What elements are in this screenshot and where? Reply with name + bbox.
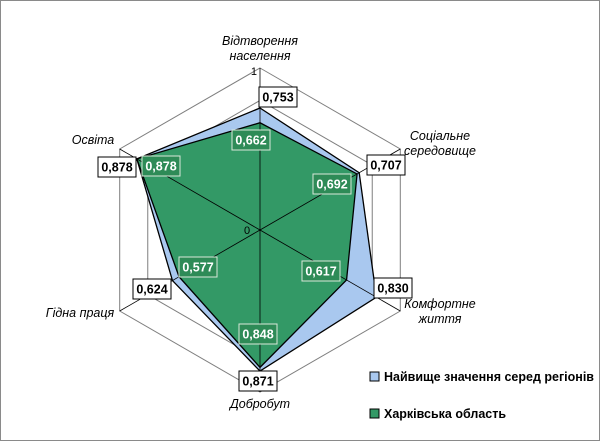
- label-max-0: 0,753: [258, 86, 298, 108]
- label-max-4-box: [132, 278, 172, 300]
- axis-label-line: Освіта: [72, 133, 115, 147]
- label-region-3-box: [238, 323, 278, 345]
- label-region-0-box: [231, 129, 271, 151]
- label-max-2: 0,830: [373, 277, 413, 299]
- label-region-5-box: [141, 155, 181, 177]
- label-region-5-text: 0,878: [145, 160, 176, 174]
- label-region-1-box: [312, 173, 352, 195]
- legend-label-1: Харківська область: [384, 407, 506, 421]
- label-region-2-box: [301, 260, 341, 282]
- label-max-4-text: 0,624: [136, 283, 167, 297]
- label-max-5-text: 0,878: [101, 161, 132, 175]
- label-max-0-box: [258, 86, 298, 108]
- label-max-4: 0,624: [132, 278, 172, 300]
- label-region-2: 0,617: [301, 260, 341, 282]
- legend-swatch-1: [369, 408, 380, 419]
- axis-label-0: Відтворення населення: [222, 34, 298, 63]
- label-max-2-text: 0,830: [377, 282, 408, 296]
- label-max-3-text: 0,871: [242, 375, 273, 389]
- label-region-4: 0,577: [178, 256, 218, 278]
- label-max-5: 0,878: [97, 156, 137, 178]
- axis-label-5: Освіта: [72, 133, 115, 147]
- label-region-5: 0,878: [141, 155, 181, 177]
- legend-swatch-0: [369, 371, 380, 382]
- label-region-2-text: 0,617: [305, 265, 336, 279]
- label-region-1: 0,692: [312, 173, 352, 195]
- label-max-3: 0,871: [238, 370, 278, 392]
- label-max-3-box: [238, 370, 278, 392]
- label-max-2-box: [373, 277, 413, 299]
- label-region-4-text: 0,577: [182, 261, 213, 275]
- label-region-0-text: 0,662: [235, 134, 266, 148]
- axis-label-line: Добробут: [228, 397, 290, 411]
- label-max-1-box: [366, 154, 406, 176]
- label-region-0: 0,662: [231, 129, 271, 151]
- axis-label-3: Добробут: [228, 397, 290, 411]
- tick-label-min: 0: [244, 225, 250, 237]
- axis-label-line: життя: [418, 312, 462, 326]
- axis-label-line: Гідна праця: [46, 306, 115, 320]
- axis-label-line: середовище: [404, 144, 476, 158]
- axis-label-line: Відтворення: [222, 34, 298, 48]
- label-max-5-box: [97, 156, 137, 178]
- axis-label-1: Соціальне середовище: [404, 129, 476, 158]
- tick-label-max: 1: [251, 66, 257, 78]
- label-region-4-box: [178, 256, 218, 278]
- axis-label-line: населення: [229, 49, 290, 63]
- axis-label-4: Гідна праця: [46, 306, 115, 320]
- axis-label-2: Комфортне життя: [404, 297, 476, 326]
- label-max-0-text: 0,753: [262, 91, 293, 105]
- label-region-1-text: 0,692: [316, 178, 347, 192]
- axis-label-line: Соціальне: [410, 129, 470, 143]
- label-region-3: 0,848: [238, 323, 278, 345]
- label-max-1: 0,707: [366, 154, 406, 176]
- axis-label-line: Комфортне: [404, 297, 476, 311]
- legend-label-0: Найвище значення серед регіонів: [384, 370, 594, 384]
- label-max-1-text: 0,707: [370, 159, 401, 173]
- label-region-3-text: 0,848: [242, 328, 273, 342]
